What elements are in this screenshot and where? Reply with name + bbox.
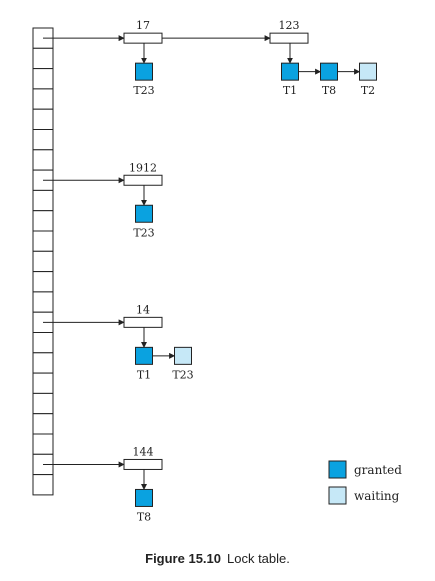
hash-slot (32, 210, 54, 232)
transaction-label: T1 (137, 368, 151, 381)
data-item-label: 17 (136, 19, 150, 32)
hash-slot (32, 372, 54, 394)
data-item-label: 144 (133, 445, 154, 458)
hash-slot (32, 474, 54, 496)
waiting-request (174, 346, 192, 365)
transaction-label: T1 (283, 84, 297, 97)
granted-request (135, 204, 153, 223)
hash-slot (32, 433, 54, 455)
granted-request (281, 62, 299, 81)
hash-slot (32, 47, 54, 70)
legend-waiting-swatch (328, 486, 347, 505)
data-item-box (123, 32, 163, 44)
hash-slot (32, 149, 54, 171)
data-item-box (269, 32, 309, 44)
hash-slot (32, 129, 54, 151)
granted-request (135, 346, 153, 365)
transaction-label: T2 (361, 84, 375, 97)
transaction-label: T8 (137, 510, 151, 523)
lock-chains: 17 T23 123 T1 T8 T2 1912 T23 14 T1 T23 144 T8 (43, 19, 377, 523)
data-item-box (123, 316, 163, 328)
hash-slot (32, 250, 54, 273)
hash-slot (32, 68, 54, 90)
transaction-label: T23 (133, 226, 154, 239)
granted-request (320, 62, 338, 81)
granted-request (135, 488, 153, 507)
hash-slot (32, 352, 54, 374)
figure-number: Figure 15.10 (145, 551, 221, 566)
legend: granted waiting (328, 460, 402, 505)
hash-slot (32, 392, 54, 415)
hash-slot (32, 291, 54, 313)
data-item-label: 1912 (129, 161, 157, 174)
legend-waiting-label: waiting (354, 489, 400, 503)
hash-slot (32, 413, 54, 435)
hash-slot (32, 230, 54, 252)
figure-caption: Figure 15.10 Lock table. (0, 551, 435, 566)
legend-granted-label: granted (354, 463, 402, 477)
granted-request (135, 62, 153, 81)
data-item-box (123, 174, 163, 186)
hash-slot (32, 332, 54, 354)
data-item-label: 123 (279, 19, 300, 32)
data-item-box (123, 458, 163, 470)
figure-caption-text: Lock table. (227, 551, 290, 566)
transaction-label: T8 (322, 84, 336, 97)
lock-table-diagram: 17 T23 123 T1 T8 T2 1912 T23 14 T1 T23 144 T8 grante… (32, 19, 402, 523)
hash-table (32, 27, 54, 496)
legend-granted-swatch (328, 460, 347, 479)
hash-slot (32, 88, 54, 110)
hash-slot (32, 108, 54, 130)
data-item-label: 14 (136, 303, 150, 316)
transaction-label: T23 (172, 368, 193, 381)
hash-slot (32, 271, 54, 293)
hash-slot (32, 189, 54, 212)
waiting-request (359, 62, 377, 81)
transaction-label: T23 (133, 84, 154, 97)
